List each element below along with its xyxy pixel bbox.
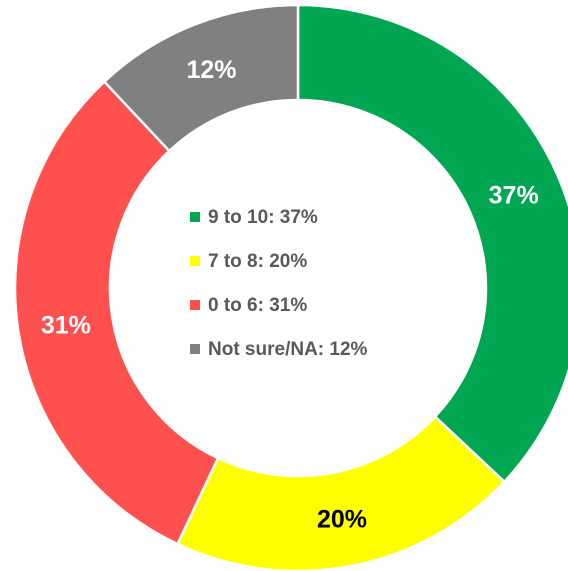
data-label: 31% [41,311,91,339]
donut-segment [296,3,568,484]
legend-swatch [190,344,200,354]
legend-label: Not sure/NA: 12% [208,339,368,360]
legend-swatch [190,256,200,266]
donut-segment [175,414,507,571]
donut-segment [102,3,300,153]
data-label: 20% [317,505,367,533]
data-label: 12% [186,56,236,84]
data-label: 37% [489,181,539,209]
legend-swatch [190,300,200,310]
donut-segment [13,79,220,546]
legend-label: 7 to 8: 20% [208,251,307,272]
legend-label: 0 to 6: 31% [208,295,307,316]
legend-label: 9 to 10: 37% [208,207,318,228]
legend-swatch [190,212,200,222]
